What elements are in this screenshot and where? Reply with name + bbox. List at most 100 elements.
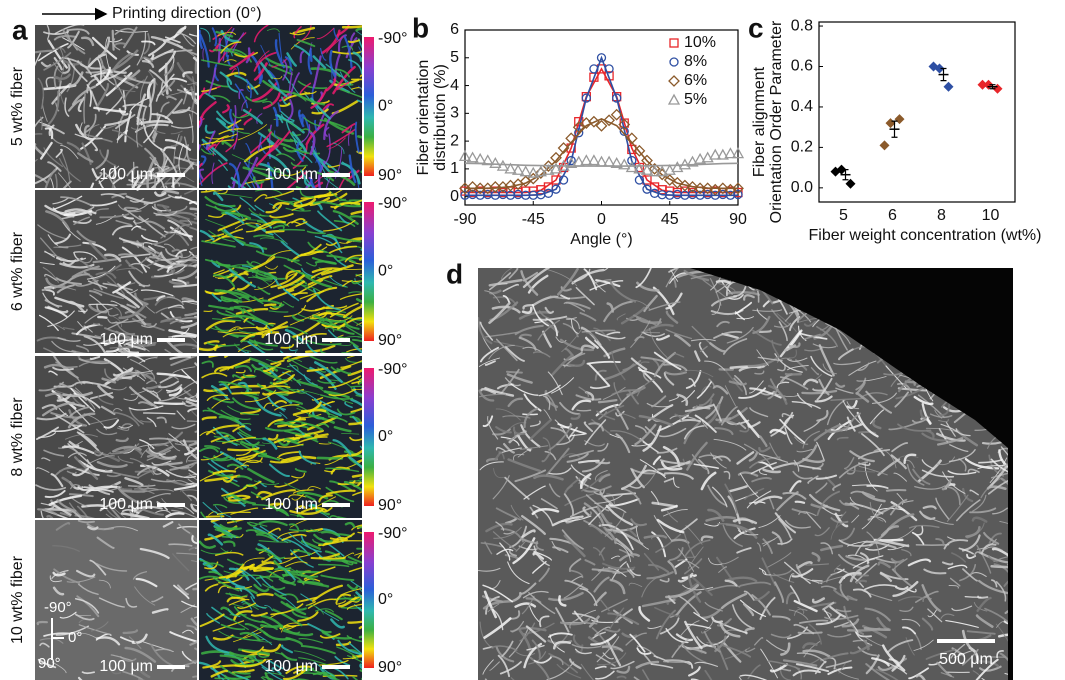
fiber (267, 231, 284, 233)
x-tick-label: 6 (888, 207, 897, 224)
marker (484, 190, 492, 198)
fiber (362, 677, 370, 680)
scale-bar-label: 100 μm (99, 166, 153, 183)
colorbar-tick-label: 0° (378, 263, 393, 280)
figure: Printing direction (0°) abcd5 wt% fiber-… (0, 0, 1065, 680)
fiber (1013, 482, 1026, 501)
colorbar (364, 202, 374, 341)
legend-label: 10% (684, 34, 716, 51)
colorbar-tick-label: 90° (378, 497, 402, 514)
legend-marker (670, 58, 678, 66)
y-axis-label: Orientation Order Parameter (768, 20, 785, 223)
colorbar-tick-label: 90° (378, 659, 402, 676)
fiber (1010, 468, 1030, 475)
fiber (577, 410, 591, 411)
fiber (596, 462, 609, 463)
data-point (880, 140, 890, 150)
colorbar-tick-label: -90° (378, 525, 408, 542)
fiber (361, 670, 374, 673)
inset-axis-label: 0° (68, 629, 82, 646)
panel-label: a (12, 14, 28, 45)
row-label: 10 wt% fiber (9, 555, 26, 644)
fiber (507, 372, 522, 373)
colorbar-tick-label: 0° (378, 98, 393, 115)
fiber (1012, 645, 1022, 666)
colorbar-tick-label: 90° (378, 332, 402, 349)
row-label: 5 wt% fiber (9, 66, 26, 146)
colorbar-tick-label: 0° (378, 591, 393, 608)
legend-marker (670, 39, 678, 47)
fiber (286, 572, 319, 573)
x-tick-label: 0 (597, 211, 606, 228)
x-axis-label: Angle (°) (570, 231, 632, 248)
fiber (245, 670, 254, 671)
legend-label: 8% (684, 53, 707, 70)
row-label: 8 wt% fiber (9, 397, 26, 477)
inset-axis-label: 90° (38, 655, 61, 672)
x-axis-label: Fiber weight concentration (wt%) (809, 227, 1042, 244)
fiber (59, 247, 68, 248)
fiber (318, 458, 342, 459)
scale-bar-label: 100 μm (264, 658, 318, 675)
colorbar-tick-label: -90° (378, 361, 408, 378)
y-axis-label: Fiber alignment (751, 66, 768, 177)
fiber (98, 317, 106, 318)
fiber (799, 633, 822, 634)
x-tick-label: 10 (982, 207, 1000, 224)
fiber (760, 331, 771, 332)
data-point (895, 114, 905, 124)
scale-bar-label: 100 μm (264, 496, 318, 513)
y-tick-label: 1 (450, 160, 459, 177)
y-tick-label: 0 (450, 188, 459, 205)
legend-marker (669, 95, 679, 104)
fiber (258, 594, 273, 595)
y-tick-label: 5 (450, 49, 459, 66)
legend-label: 5% (684, 91, 707, 108)
fiber (965, 597, 981, 598)
y-tick-label: 0.2 (791, 139, 813, 156)
legend-marker (669, 76, 679, 86)
y-tick-label: 4 (450, 77, 459, 94)
colorbar (364, 368, 374, 506)
scale-bar-label: 100 μm (99, 496, 153, 513)
arrow-label: Printing direction (0°) (112, 5, 262, 22)
y-tick-label: 0.6 (791, 58, 813, 75)
fiber (122, 491, 145, 492)
colorbar-tick-label: -90° (378, 195, 408, 212)
scale-bar-label: 100 μm (264, 166, 318, 183)
row-label: 6 wt% fiber (9, 231, 26, 311)
data-point (944, 82, 954, 92)
colorbar (364, 37, 374, 176)
panel-label: b (412, 12, 429, 43)
fiber (140, 285, 150, 286)
inset-axis-label: -90° (44, 599, 72, 616)
fiber (279, 230, 304, 231)
y-tick-label: 0.0 (791, 179, 813, 196)
scale-bar-label: 100 μm (99, 331, 153, 348)
fiber (1013, 312, 1029, 331)
fiber (16, 160, 37, 178)
legend-label: 6% (684, 72, 707, 89)
fiber (312, 558, 346, 559)
fiber (232, 393, 259, 394)
marker (704, 190, 712, 198)
scale-bar-label: 100 μm (264, 331, 318, 348)
marker (514, 190, 522, 198)
fiber (796, 502, 804, 503)
y-tick-label: 6 (450, 21, 459, 38)
marker (719, 190, 727, 198)
y-tick-label: 0.4 (791, 98, 813, 115)
colorbar-tick-label: -90° (378, 30, 408, 47)
fiber (155, 403, 185, 404)
fiber (812, 581, 822, 582)
colorbar-tick-label: 90° (378, 167, 402, 184)
y-tick-label: 2 (450, 132, 459, 149)
fiber (251, 568, 273, 569)
x-tick-label: 90 (729, 211, 747, 228)
fit-line (465, 119, 738, 188)
colorbar (364, 532, 374, 668)
x-tick-label: 5 (839, 207, 848, 224)
fiber (265, 305, 276, 306)
x-tick-label: 45 (661, 211, 679, 228)
fiber (135, 356, 157, 357)
